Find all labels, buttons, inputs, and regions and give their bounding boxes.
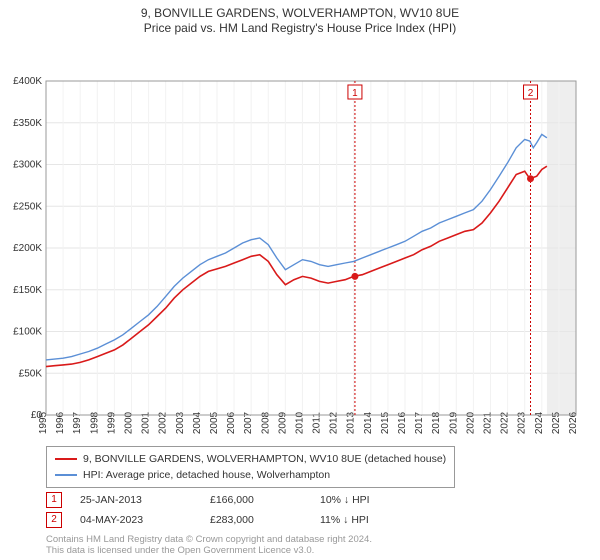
title-block: 9, BONVILLE GARDENS, WOLVERHAMPTON, WV10… (0, 0, 600, 35)
y-tick-label: £100K (13, 327, 42, 338)
marker-number: 2 (528, 88, 534, 99)
y-tick-label: £350K (13, 118, 42, 129)
y-tick-label: £300K (13, 160, 42, 171)
license-text: Contains HM Land Registry data © Crown c… (46, 534, 372, 557)
transaction-row: 2 04-MAY-2023£283,00011% ↓ HPI (46, 510, 420, 530)
y-tick-label: £400K (13, 76, 42, 87)
legend-label: HPI: Average price, detached house, Wolv… (83, 469, 330, 481)
license-line-1: Contains HM Land Registry data © Crown c… (46, 534, 372, 545)
transaction-pct: 10% ↓ HPI (320, 494, 420, 506)
legend: 9, BONVILLE GARDENS, WOLVERHAMPTON, WV10… (46, 446, 455, 488)
transaction-date: 25-JAN-2013 (80, 494, 210, 506)
title-sub: Price paid vs. HM Land Registry's House … (0, 21, 600, 35)
legend-row: HPI: Average price, detached house, Wolv… (55, 467, 446, 483)
line-chart: £0£50K£100K£150K£200K£250K£300K£350K£400… (0, 35, 600, 435)
title-main: 9, BONVILLE GARDENS, WOLVERHAMPTON, WV10… (0, 6, 600, 20)
transaction-row: 1 25-JAN-2013£166,00010% ↓ HPI (46, 490, 420, 510)
y-tick-label: £150K (13, 285, 42, 296)
legend-label: 9, BONVILLE GARDENS, WOLVERHAMPTON, WV10… (83, 453, 446, 465)
y-tick-label: £250K (13, 201, 42, 212)
legend-swatch (55, 458, 77, 460)
marker-number: 1 (352, 88, 358, 99)
transaction-table: 1 25-JAN-2013£166,00010% ↓ HPI 2 04-MAY-202… (46, 490, 420, 530)
y-tick-label: £50K (19, 368, 43, 379)
transaction-date: 04-MAY-2023 (80, 514, 210, 526)
series-hpi (46, 134, 547, 360)
transaction-pct: 11% ↓ HPI (320, 514, 420, 526)
license-line-2: This data is licensed under the Open Gov… (46, 545, 372, 556)
chart-area: £0£50K£100K£150K£200K£250K£300K£350K£400… (0, 35, 600, 435)
transaction-price: £283,000 (210, 514, 320, 526)
legend-swatch (55, 474, 77, 476)
transaction-marker: 2 (46, 512, 62, 528)
chart-container: 9, BONVILLE GARDENS, WOLVERHAMPTON, WV10… (0, 0, 600, 560)
transaction-price: £166,000 (210, 494, 320, 506)
transaction-marker: 1 (46, 492, 62, 508)
legend-row: 9, BONVILLE GARDENS, WOLVERHAMPTON, WV10… (55, 451, 446, 467)
y-tick-label: £200K (13, 243, 42, 254)
